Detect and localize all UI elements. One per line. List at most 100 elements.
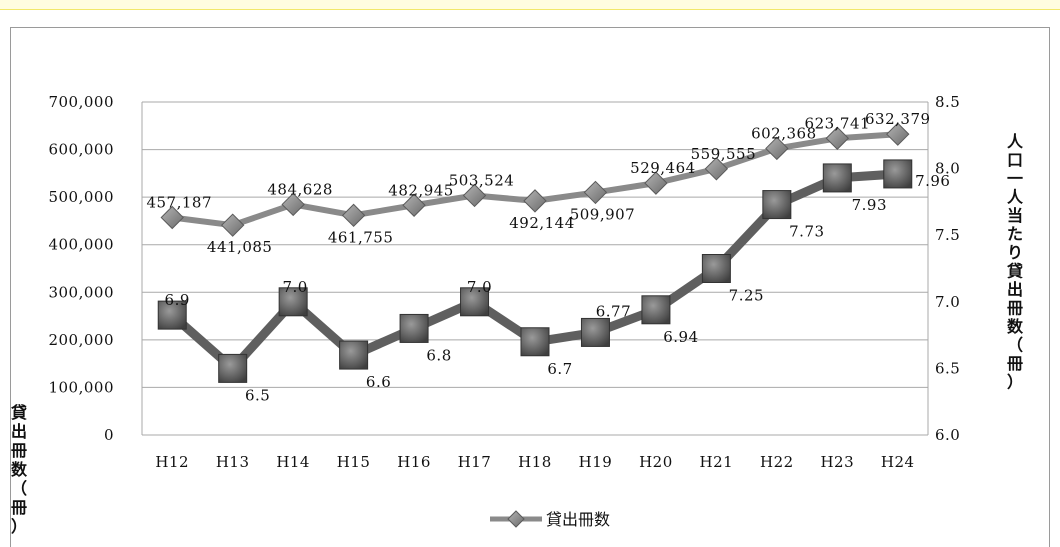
data-label-per-capita: 6.9 — [165, 291, 190, 309]
legend-label: 貸出冊数 — [546, 510, 610, 529]
data-label-lending-volume: 503,524 — [449, 171, 515, 189]
point-per-capita — [278, 287, 308, 317]
point-per-capita — [580, 317, 610, 347]
data-label-lending-volume: 529,464 — [630, 159, 696, 177]
right-axis-title-char: 口 — [1007, 151, 1023, 170]
point-lending-volume — [281, 192, 305, 217]
left-axis-ticks: 0 100,000 200,000 300,000 400,000 500,000 600,… — [48, 93, 114, 444]
x-tick-label: H20 — [639, 453, 673, 471]
right-axis-title-char: 数 — [1007, 317, 1024, 336]
left-tick-label: 600,000 — [48, 141, 114, 159]
left-axis-title-char: 数 — [11, 460, 28, 479]
left-axis-title: 貸出冊数（冊） — [10, 403, 28, 535]
point-lending-volume — [341, 203, 366, 228]
point-lending-volume — [160, 205, 184, 230]
data-label-per-capita: 6.7 — [547, 360, 572, 378]
point-lending-volume — [523, 189, 547, 213]
right-axis-title-char: 人 — [1007, 188, 1024, 207]
data-label-lending-volume: 441,085 — [207, 238, 273, 256]
left-axis-title-char: 貸 — [10, 403, 27, 422]
left-tick-label: 0 — [104, 426, 114, 444]
point-lending-volume — [583, 180, 608, 205]
data-label-per-capita: 6.6 — [366, 373, 391, 391]
x-tick-label: H15 — [337, 453, 371, 471]
point-lending-volume — [765, 136, 789, 161]
top-band — [0, 0, 1060, 10]
data-label-lending-volume: 632,379 — [865, 110, 931, 128]
left-axis-title-char: 出 — [11, 422, 27, 441]
right-axis-title-char: 人 — [1007, 132, 1024, 151]
legend: 貸出冊数 — [490, 510, 610, 529]
data-label-lending-volume: 482,945 — [388, 181, 454, 199]
right-tick-label: 7.5 — [935, 226, 960, 244]
right-tick-label: 6.5 — [935, 359, 960, 377]
x-tick-label: H18 — [518, 453, 552, 471]
right-axis-title-char: 冊 — [1007, 299, 1023, 318]
data-label-per-capita: 6.8 — [426, 346, 451, 364]
right-tick-label: 7.0 — [935, 293, 960, 311]
left-tick-label: 200,000 — [48, 331, 114, 349]
x-tick-label: H19 — [579, 453, 613, 471]
right-axis-title-char: 貸 — [1006, 262, 1023, 281]
left-tick-label: 700,000 — [48, 93, 114, 111]
right-axis-title-char: ） — [1007, 373, 1023, 392]
x-tick-label: H17 — [458, 453, 492, 471]
x-axis-ticks: H12 H13 H14 H15 H16 H17 H18 H19 H20 H21 H22 H23 H24 — [155, 453, 914, 471]
point-per-capita — [157, 300, 187, 330]
right-axis-title-char: 冊 — [1007, 354, 1023, 373]
point-per-capita — [762, 190, 792, 220]
left-tick-label: 500,000 — [48, 188, 114, 206]
point-lending-volume — [462, 183, 487, 208]
point-per-capita — [701, 254, 731, 283]
point-per-capita — [822, 163, 852, 193]
data-label-per-capita: 7.0 — [282, 278, 307, 296]
x-tick-label: H22 — [760, 453, 794, 471]
series-markers — [157, 122, 913, 383]
right-tick-label: 8.0 — [935, 160, 960, 178]
data-label-lending-volume: 457,187 — [146, 194, 212, 212]
chart: 0 100,000 200,000 300,000 400,000 500,000 600,… — [10, 93, 1024, 535]
point-per-capita — [339, 340, 369, 370]
x-tick-label: H12 — [155, 453, 189, 471]
right-axis-title-char: 一 — [1007, 169, 1023, 188]
left-axis-title-char: （ — [11, 479, 27, 498]
x-tick-label: H21 — [700, 453, 734, 471]
x-tick-label: H24 — [881, 453, 915, 471]
grid — [141, 101, 929, 436]
left-axis-title-char: ） — [11, 517, 27, 535]
x-tick-label: H23 — [820, 453, 854, 471]
left-tick-label: 100,000 — [48, 378, 114, 396]
right-tick-label: 6.0 — [935, 426, 960, 444]
data-label-lending-volume: 602,368 — [751, 124, 817, 142]
right-axis-title-char: 出 — [1007, 280, 1023, 299]
left-axis-title-char: 冊 — [11, 498, 27, 517]
data-label-lending-volume: 509,907 — [570, 205, 636, 223]
data-label-per-capita: 7.96 — [915, 172, 950, 190]
point-lending-volume — [886, 122, 910, 146]
data-label-per-capita: 6.77 — [596, 302, 631, 320]
point-lending-volume — [644, 171, 668, 195]
left-tick-label: 400,000 — [48, 236, 114, 254]
left-axis-title-char: 冊 — [11, 441, 27, 460]
point-per-capita — [460, 287, 490, 317]
data-label-lending-volume: 484,628 — [267, 180, 333, 198]
point-per-capita — [641, 295, 671, 325]
point-lending-volume — [402, 193, 426, 217]
point-per-capita — [399, 313, 429, 343]
chart-frame — [10, 27, 1050, 547]
data-label-per-capita: 7.0 — [467, 278, 492, 296]
point-per-capita — [520, 327, 550, 357]
right-axis-ticks: 6.0 6.5 7.0 7.5 8.0 8.5 — [935, 93, 960, 444]
data-label-per-capita: 6.5 — [245, 386, 270, 404]
point-per-capita — [218, 353, 248, 383]
legend-swatch-diamond — [507, 510, 525, 528]
data-label-per-capita: 6.94 — [663, 328, 698, 346]
data-label-per-capita: 7.73 — [789, 223, 824, 241]
right-axis-title-char: り — [1007, 243, 1023, 262]
data-label-per-capita: 7.25 — [729, 287, 764, 305]
data-label-lending-volume: 623,741 — [805, 114, 871, 132]
point-lending-volume — [704, 157, 729, 181]
data-labels: 457,187 441,085 484,628 461,755 482,945503,5… — [146, 110, 950, 404]
